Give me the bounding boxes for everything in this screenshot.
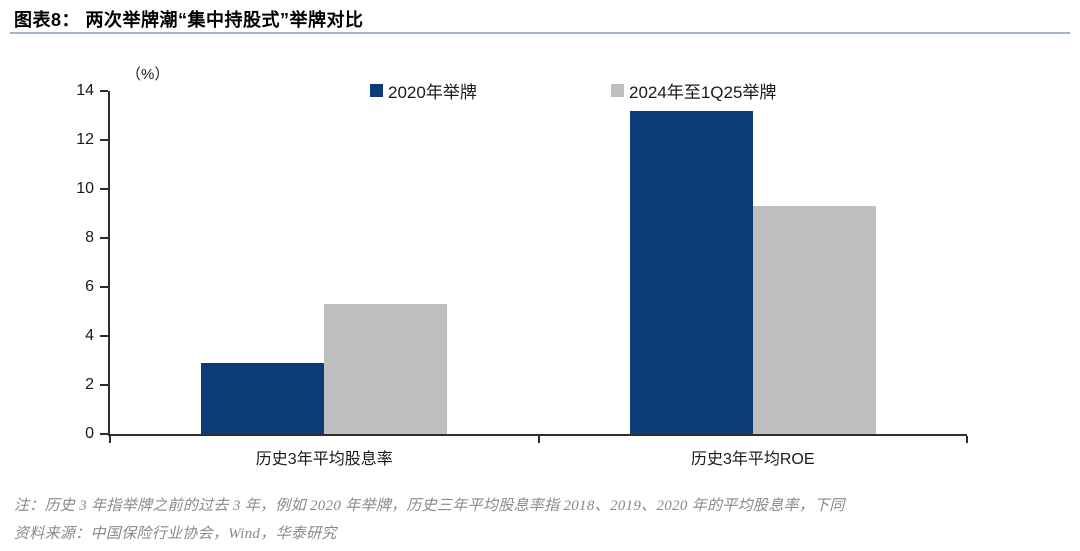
y-axis-tick-label: 10 <box>76 180 94 197</box>
figure-source: 资料来源：中国保险行业协会，Wind，华泰研究 <box>14 526 337 542</box>
x-axis-category-label: 历史3年平均ROE <box>690 451 815 468</box>
x-axis-tick <box>537 436 540 443</box>
legend-label: 2020年举牌 <box>388 83 477 102</box>
y-axis-tick-label: 8 <box>85 229 94 247</box>
bar-series0-cat0 <box>201 362 325 434</box>
legend-item-0: 2020年举牌 <box>370 78 477 103</box>
figure-note: 注：历史 3 年指举牌之前的过去 3 年，例如 2020 年举牌，历史三年平均股… <box>14 498 845 514</box>
legend-label: 2024年至1Q25举牌 <box>629 83 777 102</box>
y-axis-tick <box>100 139 108 141</box>
bar-chart-plot-area: 0 2 4 6 8 10 12 14 历史3年平均股息率 历史3年平均ROE <box>76 82 968 468</box>
y-axis-tick-label: 0 <box>85 425 94 442</box>
y-axis-tick <box>100 384 108 387</box>
bar-group-0 <box>201 91 448 434</box>
bar-series0-cat1 <box>629 110 753 434</box>
y-axis-tick <box>100 237 108 240</box>
bar-series1-cat1 <box>752 206 876 434</box>
x-axis-tick <box>109 436 111 443</box>
chart-legend: 2020年举牌 2024年至1Q25举牌 <box>0 78 1080 103</box>
figure-title: 图表8： 两次举牌潮“集中持股式”举牌对比 <box>14 10 364 30</box>
y-axis-unit-label: （%） <box>126 66 170 83</box>
bar-series1-cat0 <box>324 304 448 434</box>
y-axis-tick <box>100 90 108 92</box>
title-underline <box>10 32 1070 34</box>
bar-group-1 <box>629 91 876 434</box>
x-axis-tick <box>966 436 968 443</box>
y-axis-tick-label: 14 <box>76 82 94 99</box>
y-axis-tick-label: 6 <box>85 278 94 295</box>
y-axis-tick <box>100 188 108 190</box>
legend-swatch-icon <box>370 84 383 97</box>
y-axis-tick-label: 2 <box>85 376 94 394</box>
legend-swatch-icon <box>611 84 624 97</box>
y-axis-tick <box>100 286 108 288</box>
y-axis-tick <box>100 335 108 338</box>
y-axis-tick-label: 12 <box>76 131 94 148</box>
x-axis-category-label: 历史3年平均股息率 <box>255 451 393 468</box>
y-axis-tick-label: 4 <box>85 327 94 345</box>
legend-item-1: 2024年至1Q25举牌 <box>611 78 776 103</box>
y-axis-tick <box>100 433 108 435</box>
